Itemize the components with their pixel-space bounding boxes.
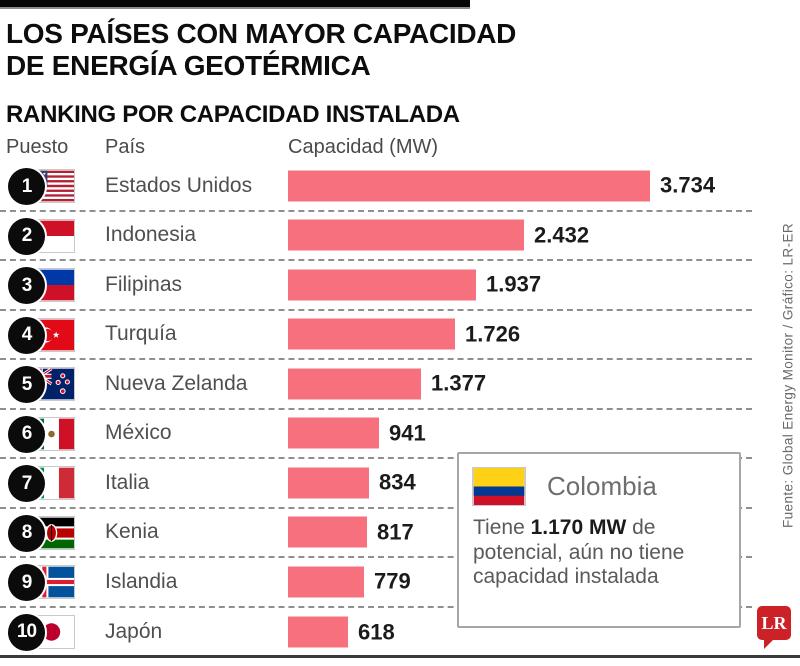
table-row: 4 Turquía 1.726	[0, 311, 752, 360]
capacity-bar	[288, 219, 524, 251]
country-label: Indonesia	[105, 223, 197, 247]
capacity-bar	[288, 516, 367, 548]
colombia-note-before: Tiene	[473, 516, 531, 539]
colombia-note-bold: 1.170 MW	[530, 516, 627, 539]
lr-logo: LR	[757, 606, 791, 649]
colombia-callout-box: Colombia Tiene 1.170 MW de potencial, aú…	[457, 452, 741, 628]
table-row: 10 Japón 618	[0, 608, 752, 658]
table-row: 9 Islandia 779	[0, 558, 752, 608]
capacity-bar	[288, 170, 650, 202]
country-label: Italia	[105, 470, 150, 494]
table-row: 3 Filipinas 1.937	[0, 261, 752, 311]
page-title: LOS PAÍSES CON MAYOR CAPACIDAD DE ENERGÍ…	[6, 18, 516, 81]
capacity-value: 779	[374, 568, 411, 594]
chart-subtitle: RANKING POR CAPACIDAD INSTALADA	[6, 101, 460, 128]
bar-wrap: 941	[288, 417, 426, 449]
capacity-bar	[288, 566, 364, 598]
table-row: 1 Estados Unidos 3.734	[0, 162, 752, 212]
lr-logo-text: LR	[761, 612, 787, 633]
rank-badge: 4	[8, 316, 45, 354]
rank-badge: 5	[8, 366, 45, 403]
capacity-bar	[288, 467, 369, 499]
capacity-value: 618	[358, 619, 395, 645]
bar-wrap: 1.937	[288, 269, 542, 301]
rank-badge: 2	[8, 217, 45, 255]
page-title-line1: LOS PAÍSES CON MAYOR CAPACIDAD	[6, 18, 517, 49]
bar-wrap: 618	[288, 616, 395, 648]
column-header-rank: Puesto	[6, 136, 69, 158]
rank-badge: 7	[8, 465, 45, 502]
rank-badge: 6	[8, 415, 45, 453]
rank-badge: 10	[8, 613, 45, 651]
capacity-value: 3.734	[660, 172, 716, 198]
table-row: 8 Kenia 817	[0, 509, 752, 558]
country-label: Turquía	[105, 322, 177, 346]
rank-badge: 8	[8, 514, 45, 552]
bar-wrap: 2.432	[288, 219, 590, 251]
rank-badge: 1	[8, 168, 45, 205]
table-row: 7 Italia 834	[0, 459, 752, 509]
colombia-callout-header: Colombia	[473, 468, 725, 505]
column-header-capacity: Capacidad (MW)	[288, 136, 439, 158]
capacity-value: 941	[389, 420, 426, 446]
colombia-label: Colombia	[547, 471, 657, 501]
capacity-value: 834	[379, 469, 416, 495]
bar-wrap: 779	[288, 566, 411, 598]
capacity-value: 2.432	[534, 222, 590, 248]
rank-badge: 3	[8, 267, 45, 304]
lr-logo-tail	[764, 639, 774, 649]
capacity-value: 1.377	[431, 370, 487, 396]
bar-wrap: 1.377	[288, 368, 487, 400]
column-header-country: País	[105, 136, 146, 158]
bar-wrap: 1.726	[288, 318, 521, 350]
capacity-bar	[288, 269, 476, 301]
country-label: Estados Unidos	[105, 173, 253, 197]
flag-colombia-icon	[473, 468, 525, 505]
table-row: 5 Nueva Zelanda 1.377	[0, 360, 752, 410]
rank-badge: 9	[8, 564, 45, 601]
capacity-bar	[288, 616, 348, 648]
bar-wrap: 3.734	[288, 170, 716, 202]
country-label: Kenia	[105, 520, 159, 544]
capacity-bar	[288, 368, 421, 400]
table-row: 2 Indonesia 2.432	[0, 212, 752, 261]
country-label: Islandia	[105, 569, 178, 593]
capacity-bar	[288, 417, 379, 449]
capacity-value: 1.726	[465, 321, 521, 347]
column-headers: Puesto País Capacidad (MW)	[6, 136, 752, 160]
country-label: México	[105, 421, 172, 445]
table-row: 6 México 941	[0, 410, 752, 459]
ranking-rows: 1 Estados Unidos 3.734 2 Indonesia 2.432…	[0, 162, 752, 657]
country-label: Nueva Zelanda	[105, 371, 248, 395]
page-title-line2: DE ENERGÍA GEOTÉRMICA	[6, 49, 371, 81]
capacity-value: 817	[377, 519, 414, 545]
bar-wrap: 834	[288, 467, 416, 499]
capacity-value: 1.937	[486, 271, 542, 297]
source-credit: Fuente: Global Energy Monitor / Gráfico:…	[780, 222, 796, 528]
top-black-bar	[0, 0, 470, 9]
capacity-bar	[288, 318, 455, 350]
country-label: Filipinas	[105, 272, 183, 296]
colombia-note-after: de potencial, aún no tiene capacidad ins…	[473, 516, 685, 589]
bar-wrap: 817	[288, 516, 414, 548]
bottom-black-line	[0, 655, 800, 658]
colombia-note: Tiene 1.170 MW de potencial, aún no tien…	[473, 516, 727, 590]
country-label: Japón	[105, 620, 163, 644]
